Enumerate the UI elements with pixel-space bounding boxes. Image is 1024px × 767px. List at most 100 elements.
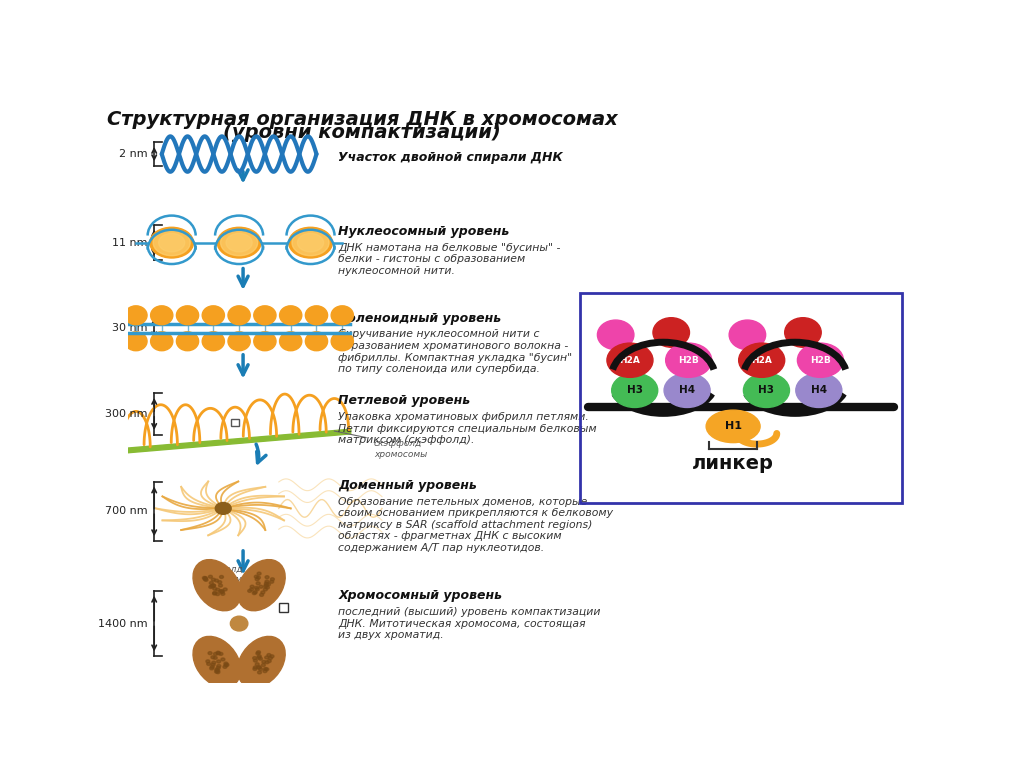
Text: линкер: линкер <box>692 453 774 472</box>
Circle shape <box>223 666 227 668</box>
Text: скэфолд
хромосомы: скэфолд хромосомы <box>197 565 250 584</box>
Circle shape <box>225 663 229 667</box>
Ellipse shape <box>254 332 276 351</box>
Ellipse shape <box>254 306 276 324</box>
Text: 300 nm: 300 nm <box>105 409 147 419</box>
Circle shape <box>270 655 274 658</box>
Ellipse shape <box>331 306 353 324</box>
Circle shape <box>265 668 268 671</box>
Circle shape <box>220 590 224 593</box>
Ellipse shape <box>202 306 224 324</box>
Text: H2B: H2B <box>810 356 830 365</box>
Circle shape <box>219 653 223 655</box>
Circle shape <box>211 578 215 581</box>
Ellipse shape <box>220 229 258 255</box>
Circle shape <box>203 577 207 579</box>
Circle shape <box>219 590 222 593</box>
Circle shape <box>255 586 258 589</box>
Text: 30 nm: 30 nm <box>113 323 147 334</box>
Circle shape <box>257 657 261 659</box>
Ellipse shape <box>193 560 241 611</box>
Circle shape <box>216 593 219 595</box>
Circle shape <box>206 660 210 663</box>
Ellipse shape <box>150 227 194 258</box>
Bar <box>279 603 289 612</box>
Circle shape <box>262 660 266 663</box>
Text: 2 nm: 2 nm <box>119 149 147 159</box>
Circle shape <box>264 584 268 587</box>
Circle shape <box>268 657 272 660</box>
Ellipse shape <box>292 229 329 255</box>
Circle shape <box>217 652 220 655</box>
Circle shape <box>204 577 207 580</box>
Ellipse shape <box>228 306 250 324</box>
Circle shape <box>213 653 217 656</box>
Circle shape <box>207 663 211 666</box>
Text: Нуклеосомный уровень: Нуклеосомный уровень <box>338 225 510 238</box>
Ellipse shape <box>796 374 842 407</box>
Circle shape <box>255 663 259 666</box>
Circle shape <box>263 670 267 673</box>
Text: H2B: H2B <box>678 356 699 365</box>
Circle shape <box>212 661 216 664</box>
Circle shape <box>219 575 223 578</box>
Text: Структурная организация ДНК в хромосомах: Структурная организация ДНК в хромосомах <box>106 110 617 129</box>
Text: ДНК намотана на белковые "бусины" -
белки - гистоны с образованием
нуклеосомной : ДНК намотана на белковые "бусины" - белк… <box>338 242 561 276</box>
Text: 1400 nm: 1400 nm <box>98 618 147 629</box>
Circle shape <box>257 666 261 669</box>
Circle shape <box>266 583 270 586</box>
Text: 11 nm: 11 nm <box>113 238 147 248</box>
Circle shape <box>259 585 263 588</box>
Ellipse shape <box>597 320 634 350</box>
Circle shape <box>253 667 257 670</box>
Circle shape <box>216 651 220 654</box>
Circle shape <box>215 668 219 671</box>
Text: Хромосомный уровень: Хромосомный уровень <box>338 589 503 602</box>
Text: Соленоидный уровень: Соленоидный уровень <box>338 311 502 324</box>
Ellipse shape <box>665 374 710 407</box>
Text: H2A: H2A <box>620 356 640 365</box>
Circle shape <box>216 667 220 670</box>
Circle shape <box>203 578 207 581</box>
Ellipse shape <box>238 560 286 611</box>
Circle shape <box>267 653 271 657</box>
Circle shape <box>253 591 257 594</box>
Circle shape <box>213 592 217 595</box>
Ellipse shape <box>230 616 248 631</box>
Ellipse shape <box>154 229 190 255</box>
Circle shape <box>224 662 228 665</box>
Circle shape <box>261 663 265 667</box>
Ellipse shape <box>738 343 784 377</box>
Circle shape <box>256 582 260 584</box>
Circle shape <box>253 657 257 660</box>
Circle shape <box>218 581 222 584</box>
Ellipse shape <box>151 332 173 351</box>
Circle shape <box>218 584 222 587</box>
Ellipse shape <box>798 343 844 377</box>
Text: скэффолд
хромосомы: скэффолд хромосомы <box>374 439 427 459</box>
Circle shape <box>255 588 259 591</box>
Ellipse shape <box>193 637 241 687</box>
Circle shape <box>252 591 256 594</box>
Ellipse shape <box>125 332 147 351</box>
Text: H1: H1 <box>725 421 741 431</box>
Circle shape <box>269 581 273 583</box>
Circle shape <box>265 661 269 663</box>
Ellipse shape <box>176 332 199 351</box>
Text: H4: H4 <box>679 385 695 395</box>
Bar <box>581 293 902 502</box>
Text: Скручивание нуклеосомной нити с
образованием хроматинового волокна -
фибриллы. К: Скручивание нуклеосомной нити с образова… <box>338 330 572 374</box>
Text: H4: H4 <box>811 385 827 395</box>
Ellipse shape <box>280 332 302 351</box>
Circle shape <box>264 582 268 585</box>
Text: 700 nm: 700 nm <box>105 506 147 516</box>
Circle shape <box>211 656 215 659</box>
Circle shape <box>263 667 267 670</box>
Circle shape <box>254 575 258 578</box>
Circle shape <box>253 659 257 662</box>
Ellipse shape <box>280 306 302 324</box>
Ellipse shape <box>666 343 712 377</box>
Circle shape <box>223 588 227 591</box>
Ellipse shape <box>176 306 199 324</box>
Circle shape <box>213 591 217 594</box>
